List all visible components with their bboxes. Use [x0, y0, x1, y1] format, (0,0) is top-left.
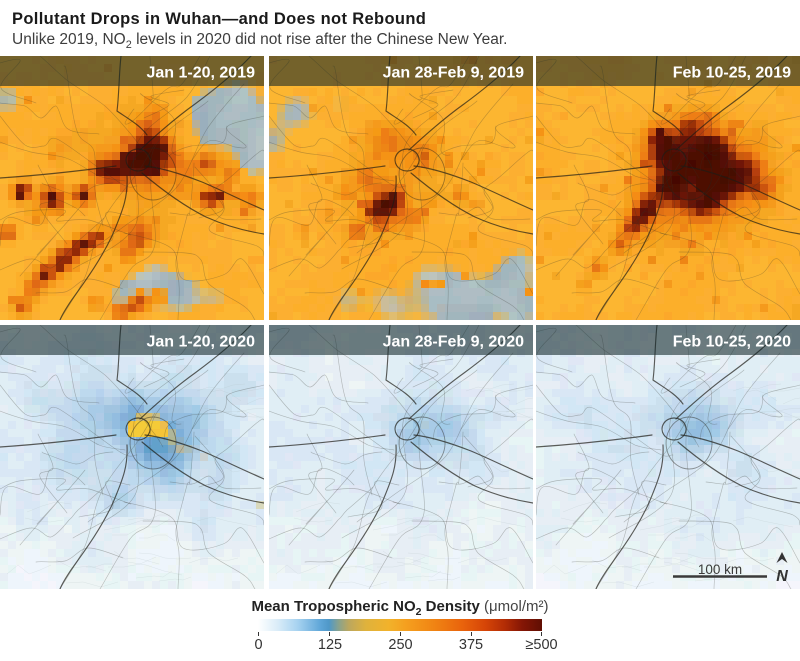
svg-text:100 km: 100 km: [698, 562, 742, 577]
svg-text:N: N: [776, 568, 788, 585]
svg-text:Feb 10-25, 2020: Feb 10-25, 2020: [673, 333, 791, 350]
svg-text:Jan 28-Feb 9, 2020: Jan 28-Feb 9, 2020: [382, 333, 524, 350]
svg-text:Jan 1-20, 2019: Jan 1-20, 2019: [146, 65, 255, 82]
svg-text:Jan 28-Feb 9, 2019: Jan 28-Feb 9, 2019: [382, 65, 524, 82]
svg-text:Feb 10-25, 2019: Feb 10-25, 2019: [673, 65, 791, 82]
svg-text:Jan 1-20, 2020: Jan 1-20, 2020: [146, 333, 255, 350]
